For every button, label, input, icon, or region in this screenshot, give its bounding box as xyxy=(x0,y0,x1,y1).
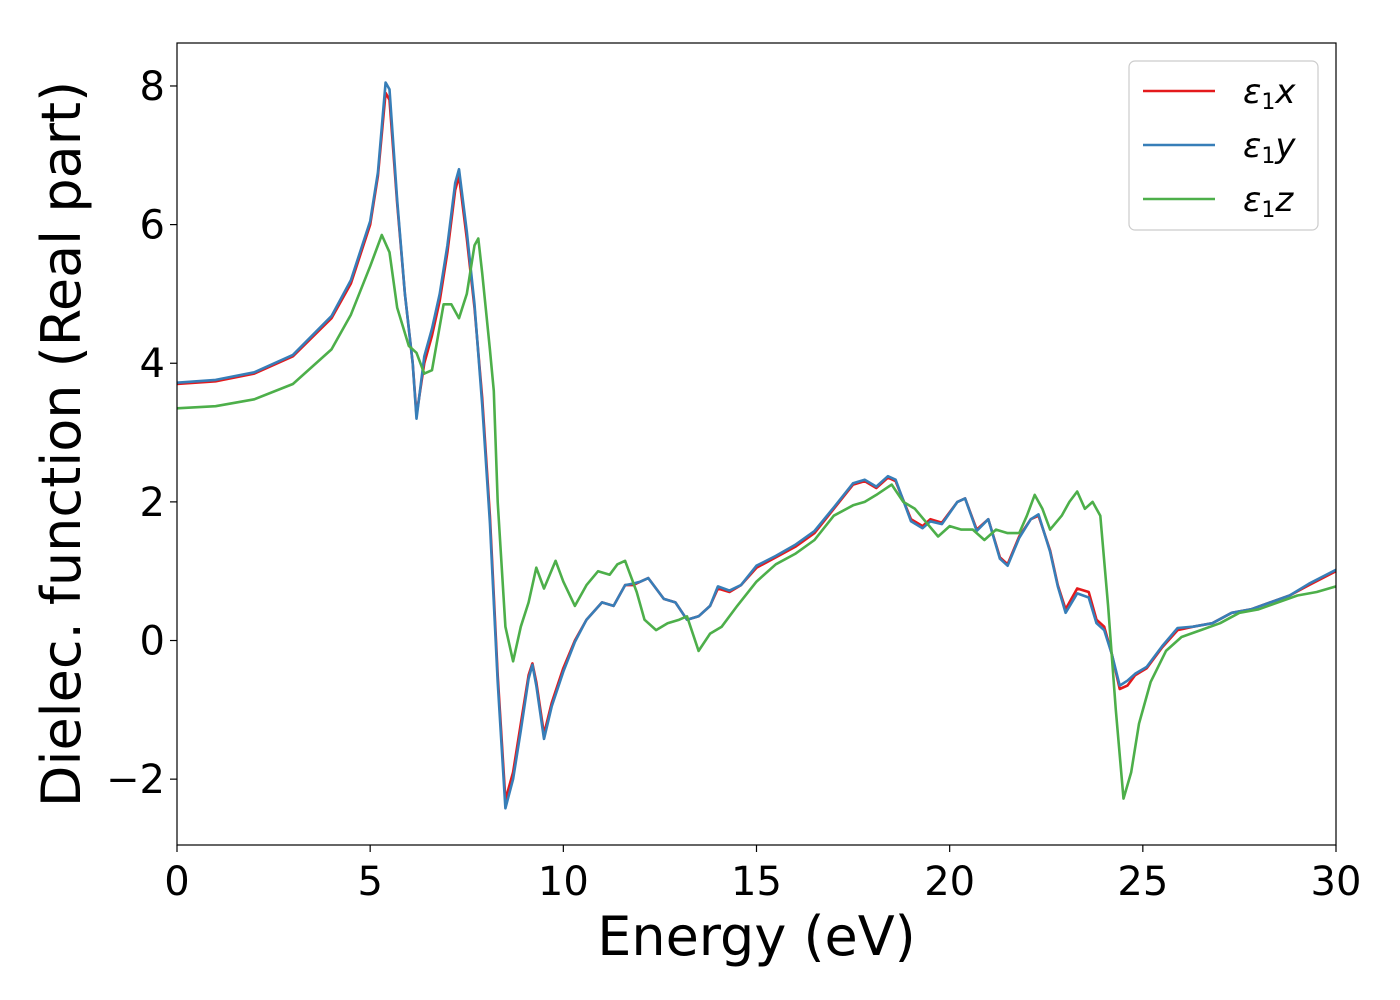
x-tick-label: 20 xyxy=(924,859,975,905)
legend: ε1x ε1y ε1z xyxy=(1128,60,1319,231)
legend-label-x: ε1x xyxy=(1243,72,1296,115)
y-tick-label: −2 xyxy=(106,757,165,803)
series-line-y xyxy=(177,81,1336,810)
y-tick-label: 0 xyxy=(140,619,165,665)
y-tick-label: 4 xyxy=(140,341,165,387)
x-tick-label: 30 xyxy=(1311,859,1362,905)
y-axis-label: Dielec. function (Real part) xyxy=(30,81,93,807)
x-tick-label: 15 xyxy=(731,859,782,905)
y-tick-label: 2 xyxy=(140,480,165,526)
x-tick-label: 5 xyxy=(357,859,382,905)
legend-box xyxy=(1128,60,1319,231)
legend-label-z: ε1z xyxy=(1243,180,1294,223)
plot-lines xyxy=(177,81,1336,810)
y-tick-label: 6 xyxy=(140,203,165,249)
legend-label-y: ε1y xyxy=(1243,126,1296,169)
y-tick-label: 8 xyxy=(140,64,165,110)
x-axis-label: Energy (eV) xyxy=(597,905,916,968)
x-tick-label: 25 xyxy=(1117,859,1168,905)
series-line-z xyxy=(177,233,1336,800)
x-tick-label: 10 xyxy=(538,859,589,905)
axis-ticks: 0 5 10 15 20 25 30 −2 0 2 4 6 8 xyxy=(106,64,1361,905)
x-tick-label: 0 xyxy=(164,859,189,905)
